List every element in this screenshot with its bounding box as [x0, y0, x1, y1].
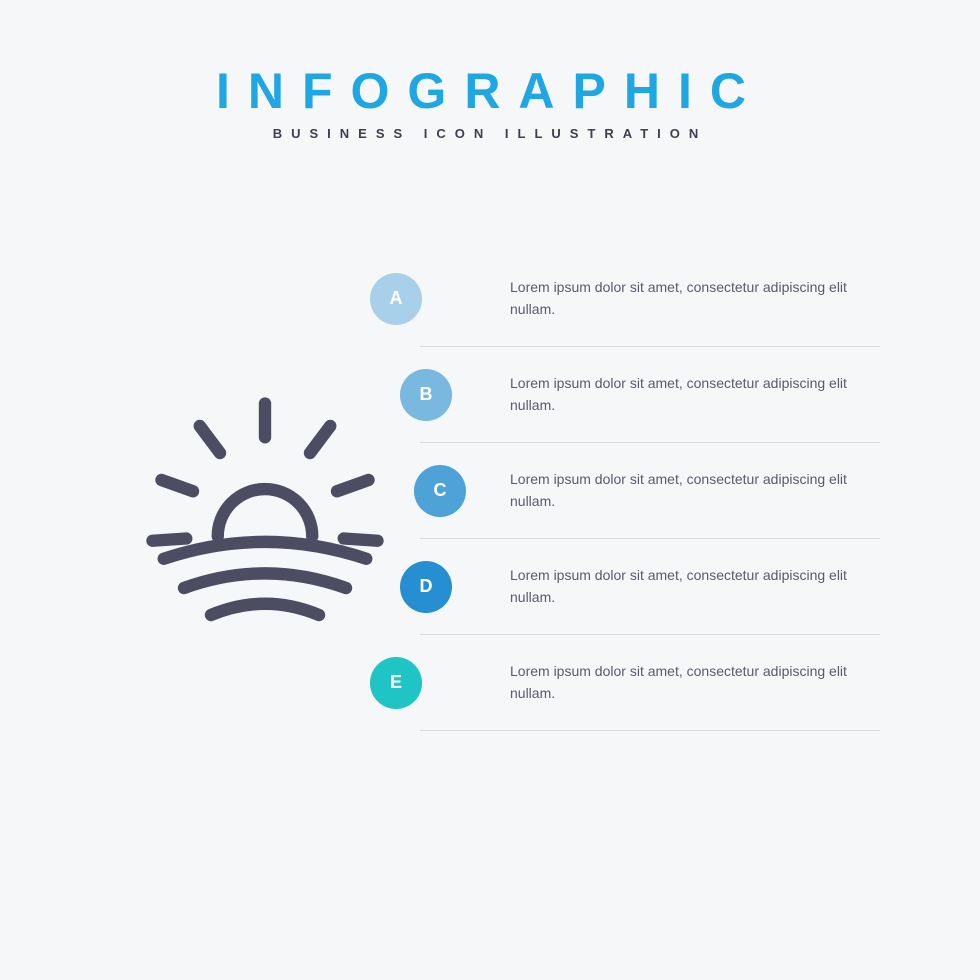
content: A Lorem ipsum dolor sit amet, consectetu… — [0, 141, 980, 881]
step-d: D Lorem ipsum dolor sit amet, consectetu… — [420, 539, 880, 635]
page-subtitle: BUSINESS ICON ILLUSTRATION — [0, 126, 980, 141]
step-text-d: Lorem ipsum dolor sit amet, consectetur … — [510, 565, 880, 608]
step-badge-a: A — [370, 273, 422, 325]
step-c: C Lorem ipsum dolor sit amet, consectetu… — [420, 443, 880, 539]
step-b: B Lorem ipsum dolor sit amet, consectetu… — [420, 347, 880, 443]
page-title: INFOGRAPHIC — [0, 62, 980, 120]
step-text-e: Lorem ipsum dolor sit amet, consectetur … — [510, 661, 880, 704]
step-text-b: Lorem ipsum dolor sit amet, consectetur … — [510, 373, 880, 416]
step-text-a: Lorem ipsum dolor sit amet, consectetur … — [510, 277, 880, 320]
step-badge-e: E — [370, 657, 422, 709]
step-badge-d: D — [400, 561, 452, 613]
sunrise-icon — [130, 381, 400, 656]
header: INFOGRAPHIC BUSINESS ICON ILLUSTRATION — [0, 0, 980, 141]
step-badge-b: B — [400, 369, 452, 421]
step-badge-c: C — [414, 465, 466, 517]
step-text-c: Lorem ipsum dolor sit amet, consectetur … — [510, 469, 880, 512]
step-a: A Lorem ipsum dolor sit amet, consectetu… — [420, 251, 880, 347]
steps-list: A Lorem ipsum dolor sit amet, consectetu… — [420, 251, 880, 731]
step-e: E Lorem ipsum dolor sit amet, consectetu… — [420, 635, 880, 731]
